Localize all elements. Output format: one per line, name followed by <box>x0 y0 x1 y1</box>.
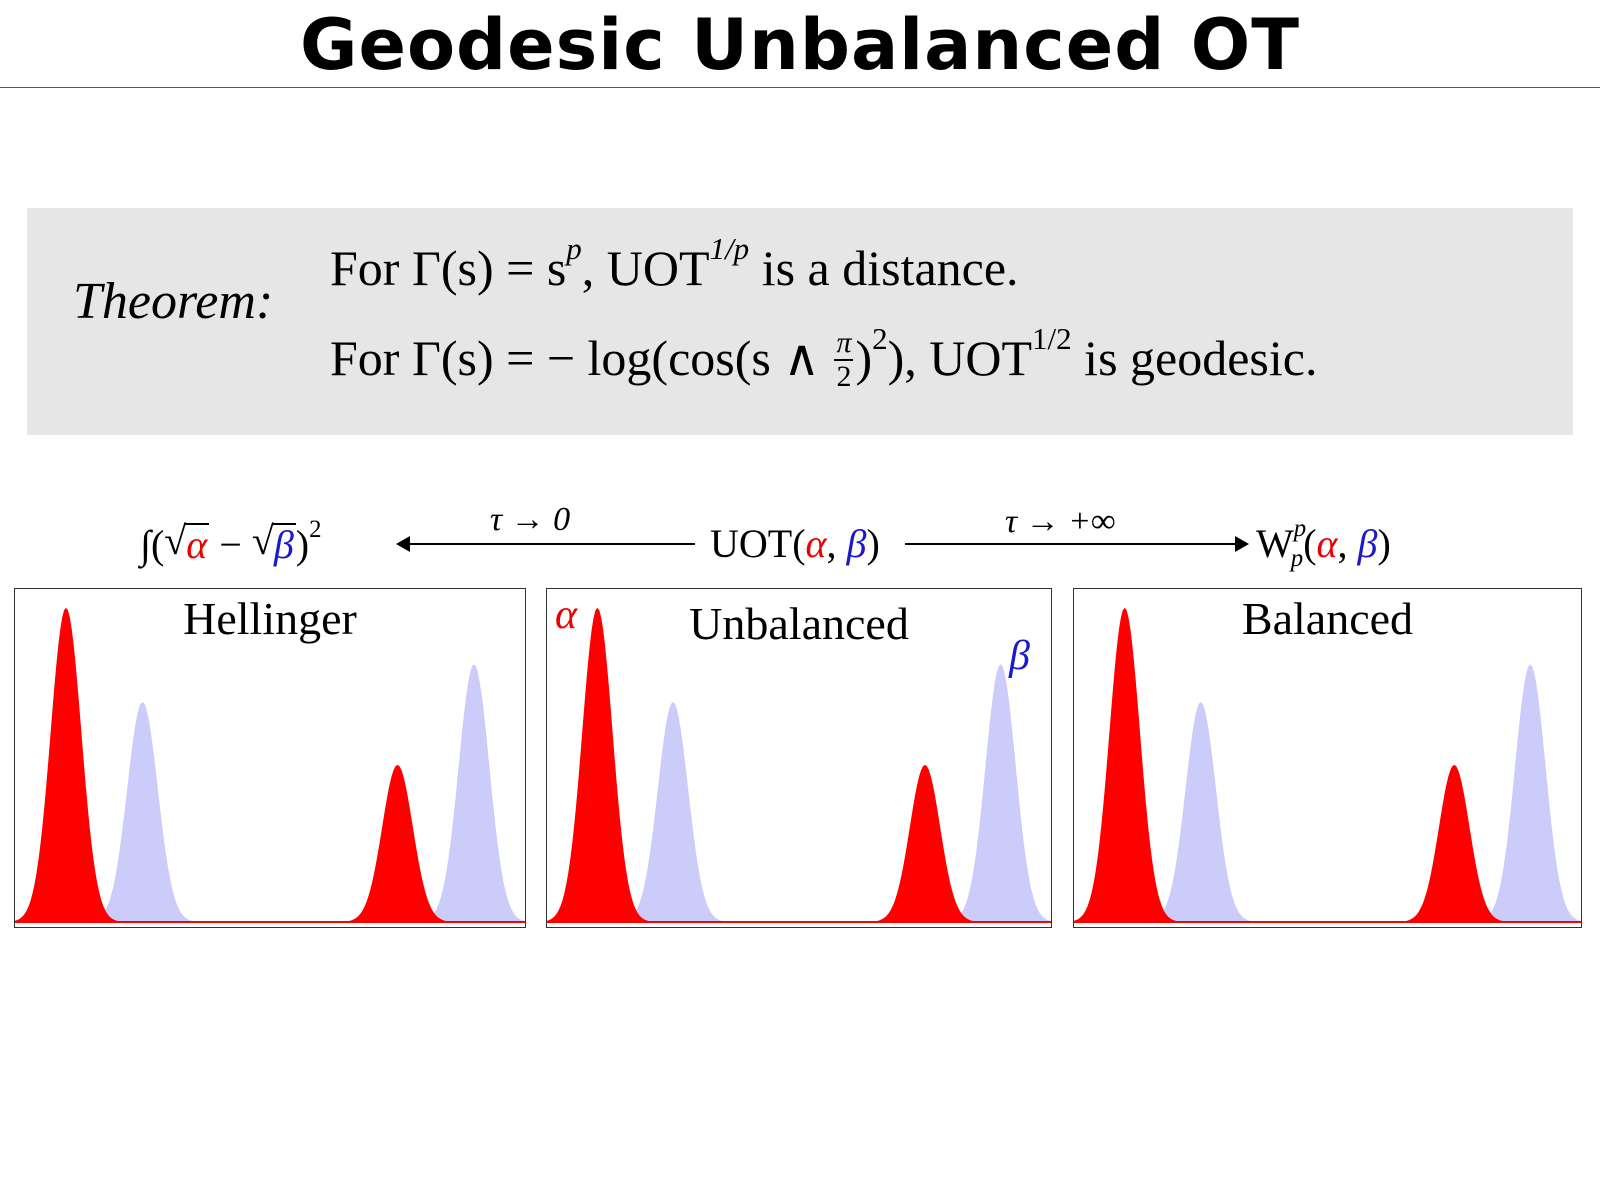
comma: , <box>1337 521 1358 566</box>
unbalanced-density-plot <box>547 607 1051 923</box>
gamma-power-expression: Γ(s) = s <box>411 240 567 296</box>
theorem-box: Theorem: For Γ(s) = sp, UOT1/p is a dist… <box>27 208 1573 435</box>
hellinger-formula: ∫(√ α − √ β)2 <box>140 516 322 575</box>
theorem-label: Theorem: <box>73 273 274 330</box>
close-paren: ) <box>866 521 880 566</box>
superscript-p: p <box>1293 514 1307 542</box>
unbalanced-panel: Unbalanced α β <box>546 588 1052 928</box>
gamma-log-cos-expression: Γ(s) = − log(cos(s ∧ <box>411 330 833 386</box>
beta-symbol: β <box>271 522 296 567</box>
distance-clause: is a distance. <box>749 240 1019 296</box>
minus-sign: − <box>209 522 252 567</box>
close-paren: ) <box>1377 521 1391 566</box>
exponent-two: 2 <box>872 320 888 356</box>
arrow-left-icon <box>396 536 695 552</box>
fraction-numerator: π <box>834 326 854 361</box>
exponent-two: 2 <box>309 515 322 543</box>
hellinger-density-plot <box>15 607 525 923</box>
comma: , <box>826 521 847 566</box>
balanced-panel: Balanced <box>1073 588 1582 928</box>
alpha-density-area <box>547 607 1051 922</box>
balanced-density-plot <box>1074 607 1581 923</box>
wasserstein-name: W <box>1256 521 1294 566</box>
geodesic-clause: is geodesic. <box>1071 330 1318 386</box>
beta-legend-label: β <box>1009 633 1030 679</box>
exponent-p: p <box>566 230 582 266</box>
tau-to-zero-label: τ → 0 <box>490 501 571 538</box>
fraction-denominator: 2 <box>836 359 852 393</box>
for-word: For <box>330 330 400 386</box>
uot-formula: UOT(α, β) <box>710 520 880 568</box>
sqrt-beta: √ β <box>252 518 296 569</box>
alpha-density-area <box>1074 607 1581 922</box>
panel-title: Unbalanced <box>689 598 909 649</box>
for-word: For <box>330 240 400 296</box>
close-paren: ) <box>295 522 310 567</box>
alpha-symbol: α <box>805 521 827 566</box>
integral-open: ∫( <box>140 522 165 567</box>
title-divider <box>0 87 1600 88</box>
panel-title: Hellinger <box>183 593 357 644</box>
beta-density-area <box>1074 664 1581 922</box>
slide-title: Geodesic Unbalanced OT <box>300 4 1300 86</box>
panel-title: Balanced <box>1241 593 1414 644</box>
tau-to-infinity-label: τ → +∞ <box>1005 503 1116 540</box>
beta-symbol: β <box>846 521 867 566</box>
subscript-p: p <box>1290 544 1304 572</box>
wasserstein-formula: Wpp(α, β) <box>1256 515 1391 574</box>
radical-sign: √ <box>164 518 187 563</box>
limit-relations-row: ∫(√ α − √ β)2 τ → 0 UOT(α, β) τ → +∞ Wpp(α… <box>0 500 1600 580</box>
exponent-one-half: 1/2 <box>1032 320 1072 356</box>
open-paren: ( <box>1303 521 1317 566</box>
exponent-one-over-p: 1/p <box>709 230 750 266</box>
alpha-symbol: α <box>1316 521 1338 566</box>
alpha-density-area <box>15 607 525 922</box>
hellinger-panel: Hellinger <box>14 588 526 928</box>
uot-word: ), UOT <box>887 330 1033 386</box>
alpha-legend-label: α <box>555 592 578 638</box>
uot-name: UOT( <box>710 521 806 566</box>
beta-symbol: β <box>1357 521 1378 566</box>
uot-word: , UOT <box>581 240 710 296</box>
radical-sign: √ <box>251 518 274 563</box>
theorem-statement-distance: For Γ(s) = sp, UOT1/p is a distance. <box>330 231 1019 305</box>
sqrt-alpha: √ α <box>164 518 210 569</box>
alpha-symbol: α <box>184 522 210 567</box>
theorem-statement-geodesic: For Γ(s) = − log(cos(s ∧ π 2)2), UOT1/2 i… <box>330 321 1318 396</box>
close-paren: ) <box>855 330 873 386</box>
beta-density-area <box>15 664 525 922</box>
arrow-right-icon <box>905 536 1249 552</box>
beta-density-area <box>547 664 1051 922</box>
